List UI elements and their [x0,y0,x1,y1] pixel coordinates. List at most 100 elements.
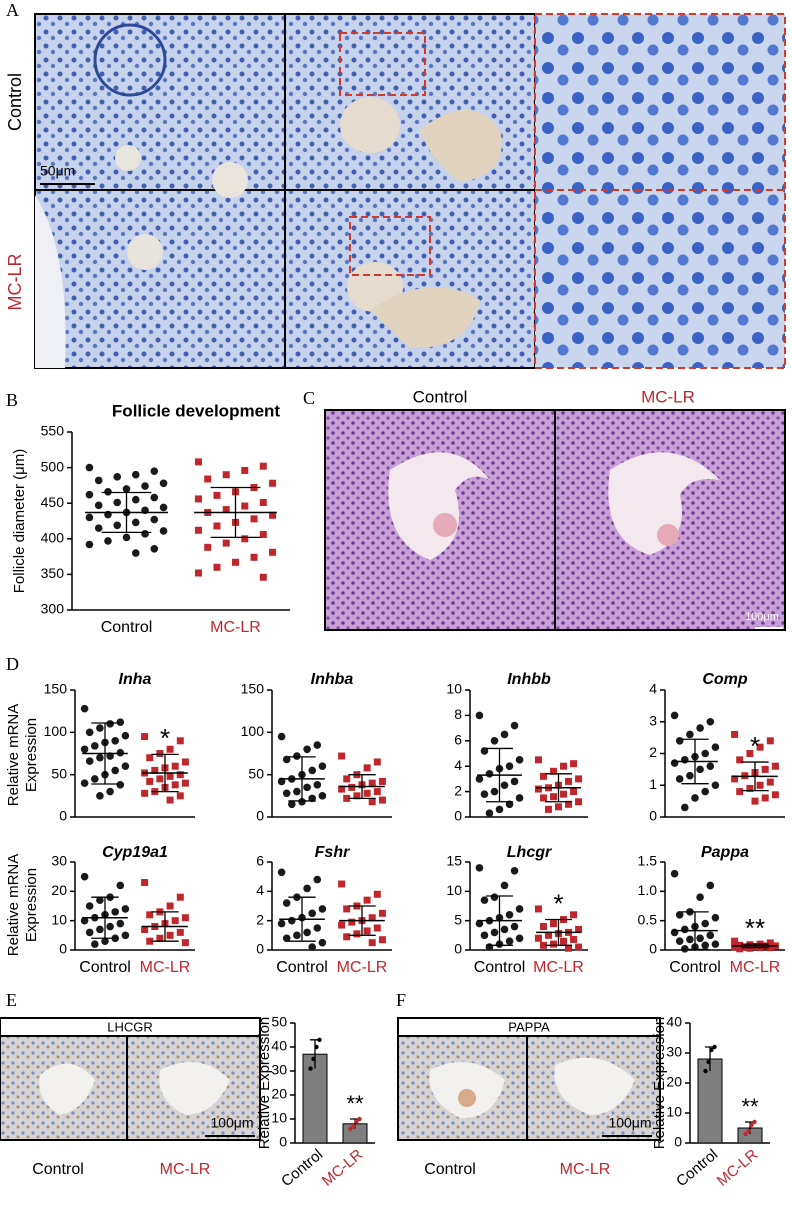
error-bar [151,753,179,793]
data-point [156,750,164,757]
data-point [104,537,112,545]
data-point [288,800,296,809]
data-point [111,737,119,745]
y-tick-label: 40 [271,1038,287,1054]
data-point [166,902,174,910]
error-bar [348,774,376,800]
data-point [505,911,514,919]
data-point [116,881,125,890]
data-point [751,797,759,805]
data-point [317,1037,322,1043]
data-point [288,916,296,925]
data-point [150,544,159,553]
data-point [250,553,258,561]
error-bar [151,911,179,942]
data-point [241,502,249,510]
significance: ** [346,1091,364,1116]
y-tick-label: 0 [454,808,462,824]
y-tick-label: 350 [41,565,65,581]
data-point [159,479,168,488]
x-tick-label: MC-LR [533,959,584,976]
data-point [96,753,104,762]
data-point [141,925,149,933]
y-axis-label: Expression [23,868,40,942]
data-point [298,797,306,806]
chart-title: Follicle development [112,401,280,420]
data-point [343,775,351,783]
data-point [159,503,168,512]
y-tick-label: 100 [241,723,265,739]
data-point [176,771,184,779]
data-point [500,881,509,890]
y-tick-label: 10 [446,882,462,898]
data-point [96,792,104,800]
y-tick-label: 0 [454,941,462,957]
data-point [746,784,754,792]
panel-label: B [6,390,18,410]
x-tick-label: Control [276,959,328,976]
error-bar [101,491,152,534]
data-point [490,928,499,937]
bar [302,1053,328,1144]
error-bar [348,905,376,936]
data-point [259,531,267,539]
data-point [141,530,149,538]
error-bar [91,896,119,939]
data-point [560,937,568,945]
data-point [539,794,547,802]
y-tick-label: 0 [59,808,67,824]
data-point [368,798,376,806]
significance: ** [741,1094,759,1119]
data-point [368,939,376,947]
data-point [761,794,769,802]
chart-title: Fshr [315,844,350,861]
data-point [691,794,699,802]
data-point [181,914,189,922]
y-tick-label: 30 [666,1044,682,1060]
data-point [771,762,779,770]
y-tick-label: 1.5 [638,853,658,869]
data-point [485,809,494,817]
data-point [80,916,89,925]
data-point [303,884,311,893]
data-point [766,737,774,745]
data-point [368,779,376,787]
data-point [711,913,720,922]
data-point [293,931,301,940]
data-point [756,743,764,751]
data-point [490,893,499,901]
data-point [490,737,499,745]
data-point [338,752,346,760]
data-point [706,1059,711,1065]
data-point [213,522,221,530]
data-point [141,733,149,741]
data-point [378,909,386,917]
data-point [282,789,291,798]
data-point [565,777,573,785]
data-point [194,526,202,534]
data-point [91,742,99,750]
error-bar [741,943,769,949]
chart-title: Pappa [701,844,749,861]
data-point [368,914,376,922]
data-point [575,943,583,951]
data-point [101,937,109,945]
error-bar [210,486,261,539]
data-point [96,896,104,904]
panel-a-images [34,13,786,369]
data-point [113,498,122,507]
y-tick-label: 50 [51,765,67,781]
data-point [490,787,499,796]
y-tick-label: 300 [41,601,65,617]
data-point [303,783,311,792]
column-label: MC-LR [560,1161,611,1178]
data-point [146,911,154,919]
panel-label: A [6,0,19,20]
data-point [570,911,578,919]
data-point [495,805,504,814]
data-point [204,475,212,483]
column-label: Control [32,1161,84,1178]
error-bar [681,738,709,785]
y-tick-label: 5 [454,911,462,927]
data-point [706,931,715,940]
